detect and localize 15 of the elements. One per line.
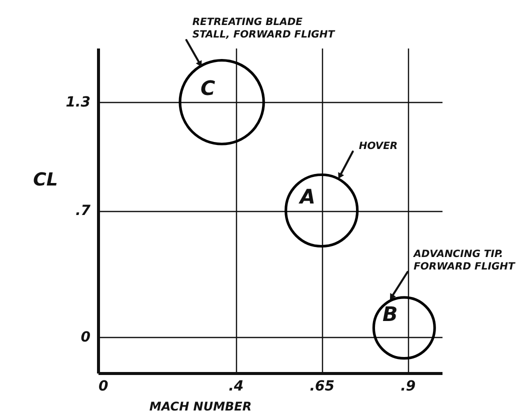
series-label: C: [200, 76, 216, 100]
x-tick-label: 0: [98, 378, 108, 394]
series-label: B: [382, 302, 398, 326]
annotation: ADVANCING TIP. FORWARD FLIGHT: [412, 248, 516, 272]
series-label: A: [298, 184, 316, 208]
y-tick-label: .7: [75, 203, 91, 219]
x-tick-label: .9: [400, 378, 416, 394]
y-tick-label: 0: [80, 329, 91, 346]
x-tick-label: .4: [228, 378, 244, 394]
x-axis-title: MACH NUMBER: [149, 400, 252, 414]
x-tick-label: .65: [310, 378, 335, 394]
annotation: RETREATING BLADE STALL, FORWARD FLIGHT: [192, 17, 336, 41]
y-axis-title: CL: [33, 170, 58, 190]
y-tick-label: 1.3: [66, 94, 90, 111]
annotation: HOVER: [358, 140, 398, 152]
